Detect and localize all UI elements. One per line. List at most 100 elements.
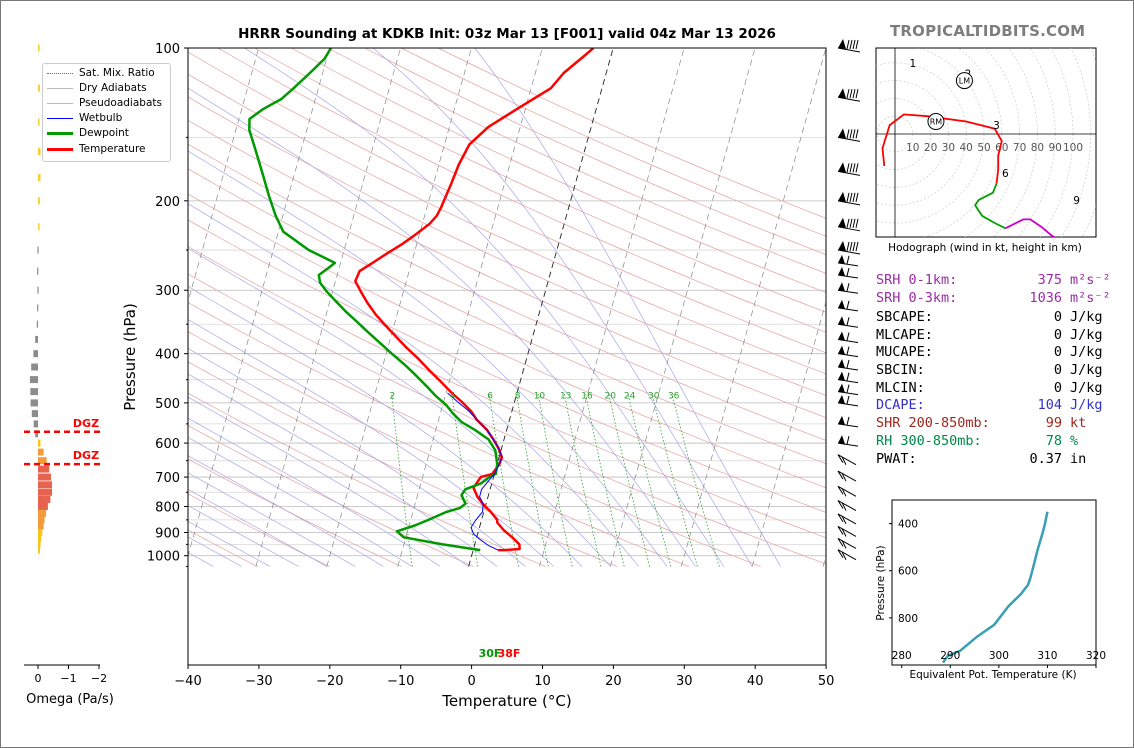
barb-feather xyxy=(852,218,856,228)
stat-unit: J/kg xyxy=(1070,380,1103,396)
barb-feather xyxy=(846,346,850,355)
theta-x-tick-label: 320 xyxy=(1086,650,1106,662)
theta-y-tick-label: 600 xyxy=(898,566,918,578)
wind-barb xyxy=(837,359,859,371)
stat-row: RH 300-850mb: 78% xyxy=(876,433,1078,450)
barb-staff xyxy=(837,500,857,511)
stat-value: 0.37 xyxy=(1029,451,1062,467)
barb-feather xyxy=(855,218,859,228)
mixing-ratio-line xyxy=(627,393,672,567)
omega-bar xyxy=(38,488,52,496)
wind-barb xyxy=(837,254,859,267)
hodograph-ring-label: 50 xyxy=(977,142,990,154)
pseudoadiabat-line xyxy=(188,285,583,567)
omega-bar xyxy=(38,118,40,126)
surface-dewpoint-label: 30F xyxy=(479,647,502,660)
pseudoadiabat-line xyxy=(188,417,441,567)
omega-bar xyxy=(38,197,40,205)
stat-value: 1036 xyxy=(1029,290,1062,306)
dry-adiabat-line xyxy=(188,51,826,354)
hodograph-height-label: 3 xyxy=(993,120,1000,132)
stat-row: MLCIN: 0 J/kg xyxy=(876,380,1103,397)
barb-feather xyxy=(855,89,859,99)
mixing-ratio-line xyxy=(608,393,651,567)
isotherm-line xyxy=(539,48,685,567)
omega-bar xyxy=(30,388,39,396)
pseudoadiabat-line xyxy=(188,505,299,567)
y-tick-label: 500 xyxy=(155,397,180,412)
barb-staff xyxy=(837,526,857,537)
legend-label: Sat. Mix. Ratio xyxy=(79,67,155,79)
barb-staff xyxy=(837,170,861,176)
stat-value: 0 xyxy=(1053,309,1062,325)
stat-unit: % xyxy=(1070,433,1079,449)
dry-adiabat-line xyxy=(327,48,826,274)
stat-label: SBCAPE: xyxy=(876,309,933,325)
legend-item: Wetbulb xyxy=(47,111,122,125)
legend-swatch-dewpoint xyxy=(47,131,73,135)
theta-e-panel: 280 290 300 310 320 400 600 800 Equivalent Pot. … xyxy=(875,499,1106,681)
pseudoadiabat-line xyxy=(474,48,781,567)
dry-adiabat-line xyxy=(254,48,826,313)
barb-feather xyxy=(852,241,856,252)
pseudoadiabat-line xyxy=(188,436,413,567)
barb-feather xyxy=(849,129,853,139)
dry-adiabat-line xyxy=(188,119,826,419)
pseudoadiabat-line xyxy=(244,48,725,567)
omega-bar xyxy=(38,509,47,517)
x-tick-label: 30 xyxy=(676,674,693,689)
dry-adiabat-line xyxy=(188,493,330,567)
mixing-ratio-label: 30 xyxy=(648,392,660,402)
mixing-ratio-label: 16 xyxy=(581,392,593,402)
mixing-ratio-line xyxy=(671,393,720,567)
stat-unit: kt xyxy=(1070,415,1087,431)
stat-label: MLCAPE: xyxy=(876,327,933,343)
barb-feather xyxy=(852,39,856,50)
barb-staff xyxy=(837,96,861,102)
barb-feather xyxy=(849,218,853,228)
isotherm-line xyxy=(326,48,472,567)
stat-row: DCAPE: 104 J/kg xyxy=(876,397,1103,414)
barb-flag xyxy=(838,267,845,277)
stat-unit: J/kg xyxy=(1070,309,1103,325)
mixing-ratio-label: 24 xyxy=(624,392,636,402)
stat-label: SRH 0-1km: xyxy=(876,272,958,288)
dry-adiabat-line xyxy=(188,73,826,375)
wind-barb xyxy=(837,217,861,232)
wind-barb xyxy=(837,241,861,255)
theta-y-axis-label: Pressure (hPa) xyxy=(875,545,887,620)
stat-label: SBCIN: xyxy=(876,362,925,378)
barb-feather xyxy=(846,89,850,99)
omega-bar xyxy=(37,246,39,254)
barb-flag xyxy=(838,359,845,369)
barb-feather xyxy=(837,454,844,463)
legend-item: Sat. Mix. Ratio xyxy=(47,66,155,80)
barb-feather xyxy=(837,486,844,495)
barb-staff xyxy=(837,423,859,428)
legend-swatch-mixing-ratio xyxy=(47,72,73,74)
y-axis-label: Pressure (hPa) xyxy=(121,303,139,411)
omega-bar xyxy=(38,148,41,156)
stat-unit: m²s⁻² xyxy=(1070,272,1111,288)
theta-e-line xyxy=(941,511,1049,664)
barb-feather xyxy=(841,540,847,549)
omega-bar xyxy=(33,420,38,428)
mixing-ratio-label: 4 xyxy=(450,392,456,402)
stat-row: SRH 0-3km: 1036 m²s⁻² xyxy=(876,290,1111,307)
chart-title: HRRR Sounding at KDKB Init: 03z Mar 13 [… xyxy=(238,26,776,42)
barb-feather xyxy=(846,359,850,369)
legend-item: Dry Adiabats xyxy=(47,81,147,95)
hodograph-frame xyxy=(875,47,1097,238)
barb-flag xyxy=(838,383,845,393)
hodograph-ring-label: 70 xyxy=(1013,142,1026,154)
pseudoadiabat-line xyxy=(372,48,753,567)
omega-bar xyxy=(38,540,41,548)
dry-adiabat-line xyxy=(217,48,826,333)
y-tick-label: 800 xyxy=(155,501,180,516)
barb-flag xyxy=(838,39,846,49)
pseudoadiabat-line xyxy=(188,203,640,567)
legend-swatch-dry-adiabats xyxy=(47,87,73,89)
stat-label: MUCAPE: xyxy=(876,344,933,360)
wind-barb xyxy=(837,513,857,525)
hodograph-height-label: 9 xyxy=(1073,195,1080,207)
